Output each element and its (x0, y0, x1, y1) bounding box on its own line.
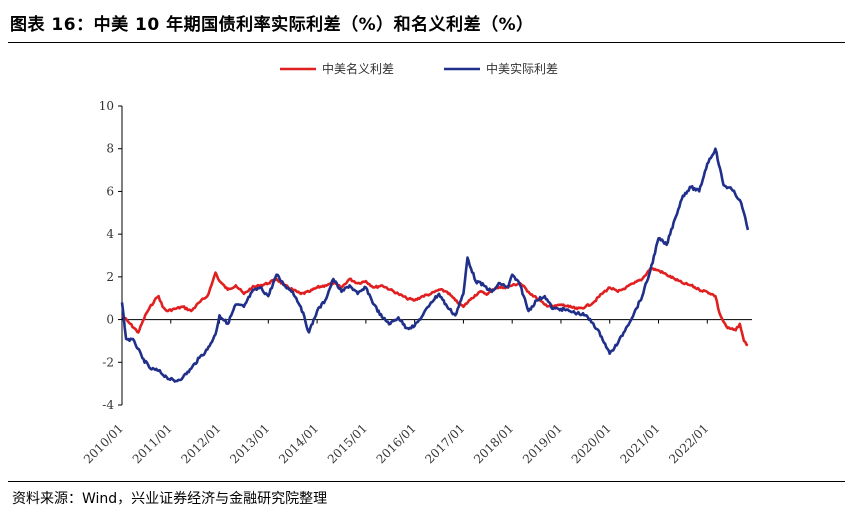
x-tick-label: 2012/01 (179, 421, 224, 466)
x-tick-label: 2015/01 (325, 421, 370, 466)
legend-label: 中美名义利差 (322, 61, 394, 76)
y-tick-label: 8 (106, 142, 114, 156)
x-tick-label: 2022/01 (666, 421, 711, 466)
x-tick-label: 2017/01 (422, 421, 467, 466)
series-line-1 (121, 267, 749, 347)
x-tick-label: 2018/01 (471, 421, 516, 466)
x-tick-label: 2020/01 (569, 421, 614, 466)
y-tick-label: -2 (102, 355, 114, 369)
y-tick-label: -4 (102, 398, 114, 412)
x-tick-label: 2021/01 (617, 421, 662, 466)
y-tick-label: 0 (106, 313, 114, 327)
x-tick-label: 2019/01 (520, 421, 565, 466)
x-tick-label: 2013/01 (227, 421, 272, 466)
y-tick-label: 10 (99, 99, 114, 113)
x-tick-label: 2011/01 (130, 421, 175, 466)
y-tick-label: 4 (106, 227, 114, 241)
series-line-2 (120, 147, 750, 383)
title-rule (8, 42, 845, 43)
y-tick-label: 6 (106, 184, 114, 198)
x-tick-label: 2014/01 (276, 421, 321, 466)
y-tick-label: 2 (106, 270, 114, 284)
x-tick-label: 2010/01 (81, 421, 126, 466)
source-rule (8, 481, 845, 482)
figure-title: 图表 16：中美 10 年期国债利率实际利差（%）和名义利差（%） (10, 15, 534, 35)
x-tick-label: 2016/01 (374, 421, 419, 466)
legend-label: 中美实际利差 (486, 61, 558, 76)
source-note: 资料来源：Wind，兴业证券经济与金融研究院整理 (12, 491, 328, 507)
